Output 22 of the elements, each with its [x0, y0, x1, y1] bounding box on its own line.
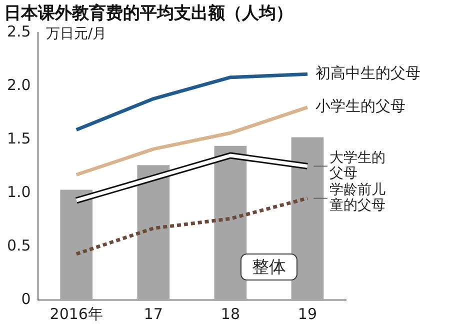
- line-series: [74, 196, 310, 256]
- series-label: 整体: [252, 257, 286, 278]
- series-label: 学龄前儿童的父母: [329, 182, 386, 214]
- bar: [60, 190, 93, 300]
- bar: [137, 165, 170, 300]
- x-tick-label: 2016年: [50, 304, 103, 323]
- y-axis-title: 万日元/月: [46, 26, 107, 42]
- y-tick-label: 1.0: [6, 182, 31, 201]
- y-tick-label: 2.5: [6, 22, 31, 40]
- x-tick-label: 18: [220, 304, 240, 323]
- y-tick-label: 1.5: [6, 129, 31, 148]
- chart-title: 日本课外教育费的平均支出额（人均）: [4, 2, 293, 24]
- x-tick-label: 19: [298, 304, 318, 323]
- series-label: 初高中生的父母: [315, 64, 420, 82]
- bar: [291, 137, 324, 300]
- series-label: 大学生的父母: [329, 150, 386, 182]
- x-tick-label: 17: [144, 304, 163, 323]
- bar: [214, 146, 247, 300]
- y-tick-label: 0: [21, 290, 31, 308]
- y-tick-label: 0.5: [6, 236, 31, 254]
- y-tick-label: 2.0: [6, 76, 31, 94]
- series-label: 小学生的父母: [315, 97, 406, 116]
